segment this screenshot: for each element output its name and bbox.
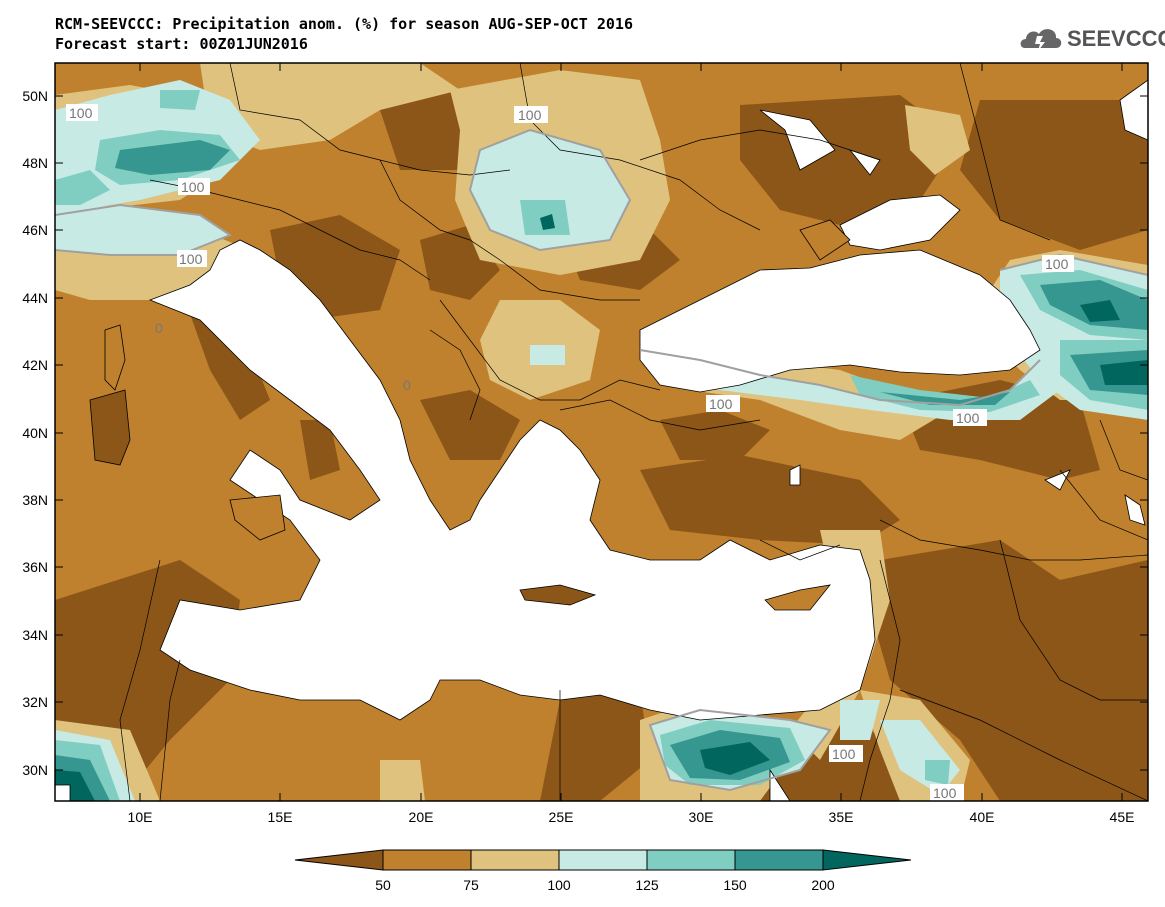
latitude-axis: 50N 48N 46N 44N 42N 40N 38N 36N 34N 32N … xyxy=(22,88,1148,778)
contour-label: 100 xyxy=(518,107,542,123)
contour-labels: 100 100 100 100 100 100 100 100 100 0 0 xyxy=(66,104,1074,801)
lon-label: 25E xyxy=(549,809,574,825)
colorbar-segment xyxy=(470,849,560,871)
sea-of-azov xyxy=(839,194,961,251)
colorbar-segment xyxy=(294,849,384,871)
lake-3 xyxy=(1124,494,1146,526)
lat-label: 32N xyxy=(22,694,48,710)
contour-label: 100 xyxy=(956,410,980,426)
lat-label: 40N xyxy=(22,425,48,441)
corner-patch xyxy=(55,784,71,801)
caspian-north xyxy=(1119,79,1148,141)
map-frame xyxy=(54,62,1149,802)
contour-label: 100 xyxy=(832,746,856,762)
contour-label: 100 xyxy=(181,179,205,195)
river-1 xyxy=(759,109,836,171)
lon-label: 30E xyxy=(689,809,714,825)
colorbar-label: 200 xyxy=(811,877,835,893)
islands xyxy=(89,219,851,611)
contour-label: 100 xyxy=(933,785,957,801)
colorbar: 50 75 100 125 150 200 xyxy=(294,849,912,893)
contour-label: 100 xyxy=(1045,256,1069,272)
title-line-1: RCM-SEEVCCC: Precipitation anom. (%) for… xyxy=(55,15,633,33)
cyprus xyxy=(764,584,831,611)
colorbar-segment xyxy=(558,849,648,871)
anomaly-above-200 xyxy=(55,214,1148,801)
lon-label: 10E xyxy=(128,809,153,825)
crimea xyxy=(799,219,851,261)
colorbar-label: 125 xyxy=(635,877,659,893)
colorbar-segment xyxy=(822,849,912,871)
lon-label: 15E xyxy=(268,809,293,825)
colorbar-label: 75 xyxy=(463,877,479,893)
lon-label: 45E xyxy=(1110,809,1135,825)
contour-label: 100 xyxy=(179,251,203,267)
contour-label: 0 xyxy=(403,377,411,393)
lat-label: 44N xyxy=(22,290,48,306)
lon-label: 40E xyxy=(970,809,995,825)
lat-label: 30N xyxy=(22,762,48,778)
corsica xyxy=(104,324,126,391)
lat-label: 46N xyxy=(22,222,48,238)
anomaly-field: 100 100 100 100 100 100 100 100 100 0 0 xyxy=(55,63,1148,801)
lon-label: 20E xyxy=(409,809,434,825)
lat-label: 42N xyxy=(22,357,48,373)
country-borders xyxy=(119,63,1148,801)
title-line-2: Forecast start: 00Z01JUN2016 xyxy=(55,35,308,53)
map-title: RCM-SEEVCCC: Precipitation anom. (%) for… xyxy=(55,14,633,54)
lat-label: 38N xyxy=(22,492,48,508)
contour-label: 100 xyxy=(69,105,93,121)
sardinia xyxy=(89,389,131,466)
lon-label: 35E xyxy=(829,809,854,825)
colorbar-segment xyxy=(734,849,824,871)
sea-mask xyxy=(55,79,1148,801)
sicily xyxy=(229,494,286,541)
contour-label: 100 xyxy=(709,396,733,412)
colorbar-label: 150 xyxy=(723,877,747,893)
black-sea xyxy=(639,249,1041,393)
cloud-icon xyxy=(1020,29,1062,51)
colorbar-segment xyxy=(646,849,736,871)
contour-label: 0 xyxy=(155,320,163,336)
lat-label: 36N xyxy=(22,559,48,575)
colorbar-label: 50 xyxy=(375,877,391,893)
longitude-axis: 10E 15E 20E 25E 30E 35E 40E 45E xyxy=(128,63,1135,825)
mediterranean-sea xyxy=(148,239,876,721)
lat-label: 50N xyxy=(22,88,48,104)
logo-text: SEEVCCC xyxy=(1067,26,1165,51)
crete xyxy=(519,584,597,606)
colorbar-segment xyxy=(382,849,472,871)
seevccc-logo: SEEVCCC xyxy=(1017,20,1165,56)
lat-label: 34N xyxy=(22,627,48,643)
lake-1 xyxy=(789,464,801,486)
lat-label: 48N xyxy=(22,155,48,171)
colorbar-label: 100 xyxy=(547,877,571,893)
